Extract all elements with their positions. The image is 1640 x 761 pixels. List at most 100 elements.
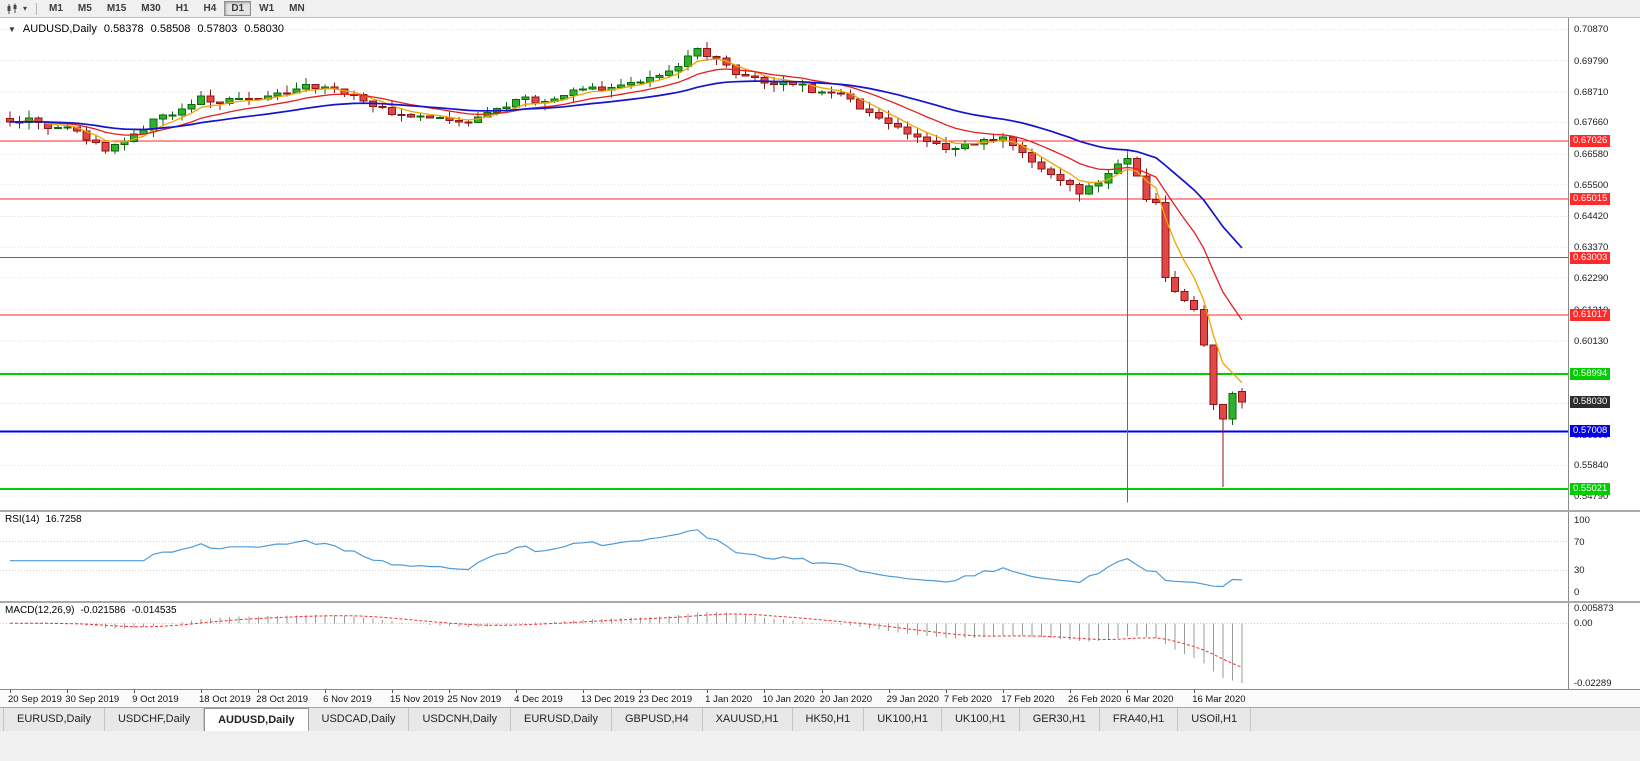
ma-line-ema5 <box>9 58 1243 384</box>
current-price-tag: 0.58030 <box>1570 395 1611 408</box>
date-tick <box>325 690 327 693</box>
rsi-axis-label: 70 <box>1574 536 1585 548</box>
date-tick <box>707 690 709 693</box>
price-axis-label: 0.60130 <box>1574 335 1609 347</box>
ma-line-ema13 <box>10 68 1243 321</box>
price-axis[interactable]: 0.70870 0.69790 0.68710 0.67660 0.66580 0.655… <box>1568 18 1640 510</box>
date-tick <box>1003 690 1005 693</box>
timeframe-button-h1[interactable]: H1 <box>169 1 196 16</box>
date-axis-label: 25 Nov 2019 <box>447 694 502 705</box>
chart-tab-ger30-h1[interactable]: GER30,H1 <box>1019 708 1100 731</box>
ohlc-close: 0.58030 <box>244 23 284 35</box>
rsi-label-row: RSI(14) 16.7258 <box>5 514 82 525</box>
price-axis-label: 0.62290 <box>1574 273 1609 285</box>
chart-tab-uk100-h1[interactable]: UK100,H1 <box>864 708 942 731</box>
price-gridlines <box>0 28 1568 497</box>
panel-separator[interactable] <box>0 601 1640 603</box>
chart-tab-xauusd-h1[interactable]: XAUUSD,H1 <box>702 708 793 731</box>
date-axis-label: 15 Nov 2019 <box>390 694 444 705</box>
date-axis-label: 9 Oct 2019 <box>132 694 179 705</box>
price-axis-label: 0.54790 <box>1574 490 1609 502</box>
price-axis-label: 0.63370 <box>1574 241 1609 253</box>
timeframe-button-d1[interactable]: D1 <box>224 1 252 16</box>
timeframe-button-m1[interactable]: M1 <box>42 1 70 16</box>
macd-histogram <box>19 612 1243 683</box>
macd-panel[interactable]: MACD(12,26,9) -0.021586 -0.014535 0.0058… <box>0 603 1640 689</box>
date-axis-label: 10 Jan 2020 <box>762 694 815 705</box>
rsi-line <box>10 529 1242 588</box>
window-filler <box>0 731 1640 761</box>
date-axis-label: 23 Dec 2019 <box>638 694 693 705</box>
chart-tab-fra40-h1[interactable]: FRA40,H1 <box>1099 708 1179 731</box>
chart-tab-usoil-h1[interactable]: USOil,H1 <box>1178 708 1252 731</box>
chevron-down-icon[interactable]: ▾ <box>23 4 28 13</box>
macd-axis-label: -0.02289 <box>1574 678 1612 689</box>
candlestick-plot[interactable] <box>0 18 1568 510</box>
timeframe-button-w1[interactable]: W1 <box>252 1 281 16</box>
date-axis-label: 20 Jan 2020 <box>819 694 873 705</box>
macd-signal-value: -0.014535 <box>131 605 177 616</box>
price-axis-label: 0.67660 <box>1574 117 1609 129</box>
ohlc-low: 0.57803 <box>197 23 238 35</box>
timeframe-button-h4[interactable]: H4 <box>197 1 224 16</box>
price-tag-0.65015: 0.65015 <box>1570 193 1611 206</box>
price-axis-label: 0.55840 <box>1574 460 1609 472</box>
date-axis-label: 28 Oct 2019 <box>256 694 309 705</box>
price-tag-0.67026: 0.67026 <box>1570 134 1611 147</box>
chart-tab-usdchf-daily[interactable]: USDCHF,Daily <box>104 708 205 731</box>
chart-tab-usdcad-daily[interactable]: USDCAD,Daily <box>308 708 410 731</box>
date-axis-label: 17 Feb 2020 <box>1001 694 1055 705</box>
ohlc-high: 0.58508 <box>150 23 191 35</box>
macd-axis-label: 0.005873 <box>1574 603 1614 614</box>
chart-tab-bar: EURUSD,Daily USDCHF,Daily AUDUSD,Daily USDC… <box>0 707 1640 731</box>
price-axis-label: 0.69790 <box>1574 55 1609 67</box>
price-tag-0.55021: 0.55021 <box>1570 483 1611 496</box>
date-axis-label: 7 Feb 2020 <box>943 694 992 705</box>
chart-type-icon[interactable] <box>4 2 22 16</box>
date-tick <box>1127 690 1129 693</box>
timeframe-button-m15[interactable]: M15 <box>100 1 133 16</box>
chart-context-icon[interactable]: ▼ <box>8 24 16 34</box>
timeframe-button-m5[interactable]: M5 <box>71 1 99 16</box>
price-tag-0.57008: 0.57008 <box>1570 425 1611 438</box>
macd-indicator-name: MACD(12,26,9) <box>5 605 75 616</box>
price-tag-0.63003: 0.63003 <box>1570 251 1611 264</box>
ma-line-ema30 <box>10 80 1243 249</box>
date-axis-label: 1 Jan 2020 <box>705 694 753 705</box>
date-axis-label: 18 Oct 2019 <box>199 694 251 705</box>
date-axis[interactable]: 20 Sep 2019 30 Sep 2019 9 Oct 2019 18 Oct 2… <box>0 689 1640 707</box>
price-axis-label: 0.64420 <box>1574 211 1609 223</box>
date-axis-label: 16 Mar 2020 <box>1192 694 1246 705</box>
date-axis-label: 13 Dec 2019 <box>581 694 635 705</box>
candles <box>6 41 1246 487</box>
macd-plot <box>0 612 1568 683</box>
horizontal-line-objects <box>0 140 1568 491</box>
chart-tab-eurusd-daily[interactable]: EURUSD,Daily <box>3 708 105 731</box>
rsi-plot <box>0 529 1568 588</box>
macd-axis-label: 0.00 <box>1574 618 1593 630</box>
timeframe-button-m30[interactable]: M30 <box>134 1 167 16</box>
chart-tab-hk50-h1[interactable]: HK50,H1 <box>792 708 865 731</box>
timeframe-button-mn[interactable]: MN <box>282 1 312 16</box>
rsi-panel[interactable]: RSI(14) 16.7258 100 70 30 0 <box>0 512 1640 601</box>
rsi-indicator-name: RSI(14) <box>5 514 40 525</box>
panel-separator[interactable] <box>0 510 1640 512</box>
macd-main-value: -0.021586 <box>80 605 126 616</box>
chart-tab-gbpusd-h4[interactable]: GBPUSD,H4 <box>612 708 703 731</box>
date-tick <box>945 690 947 693</box>
date-tick <box>201 690 202 693</box>
chart-tab-eurusd-daily[interactable]: EURUSD,Daily <box>511 708 612 731</box>
date-axis-label: 26 Feb 2020 <box>1068 694 1122 705</box>
chart-tab-audusd-daily[interactable]: AUDUSD,Daily <box>204 708 309 731</box>
date-tick <box>1194 690 1196 693</box>
main-chart[interactable]: ▼ AUDUSD,Daily 0.58378 0.58508 0.57803 0… <box>0 18 1640 510</box>
macd-signal-line <box>10 613 1243 668</box>
chart-tab-uk100-h1[interactable]: UK100,H1 <box>941 708 1020 731</box>
price-axis-label: 0.70870 <box>1574 24 1609 36</box>
chart-header: ▼ AUDUSD,Daily 0.58378 0.58508 0.57803 0… <box>8 23 284 35</box>
chart-tab-usdcnh-daily[interactable]: USDCNH,Daily <box>409 708 512 731</box>
rsi-axis: 100 70 30 0 <box>1568 512 1640 601</box>
date-tick <box>764 690 766 693</box>
rsi-axis-label: 100 <box>1574 515 1590 526</box>
